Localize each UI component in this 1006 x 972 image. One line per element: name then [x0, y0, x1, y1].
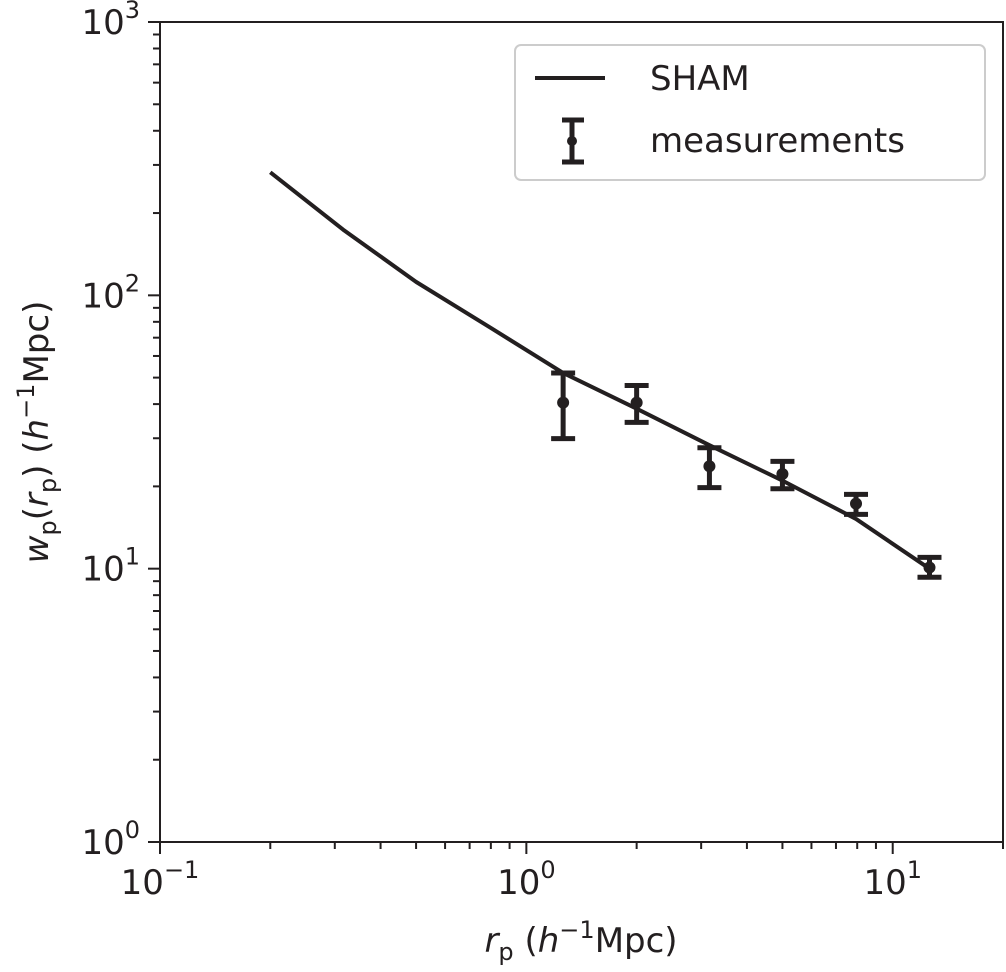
legend-measurements-label: measurements — [650, 121, 905, 161]
plot-frame — [159, 21, 1004, 843]
x-tick-label: 100 — [497, 856, 556, 903]
y-tick-label: 103 — [81, 0, 140, 43]
sham-line — [269, 170, 931, 571]
y-tick-label: 100 — [81, 816, 140, 863]
plot-marks — [269, 170, 942, 580]
measurement-marker — [776, 467, 789, 480]
legend-box — [514, 44, 986, 181]
measurement-point — [917, 554, 942, 580]
measurement-marker — [557, 396, 570, 409]
x-tick-label: 101 — [863, 856, 922, 903]
legend-measurements-swatch — [562, 117, 584, 165]
measurement-point — [624, 382, 649, 425]
x-axis-label: rp (h−1Mpc) — [484, 916, 677, 966]
legend: SHAM measurements — [514, 44, 986, 181]
y-tick-label: 101 — [81, 543, 140, 590]
measurement-marker — [630, 396, 643, 409]
measurement-marker — [923, 561, 936, 574]
legend-sham-label: SHAM — [650, 59, 750, 99]
measurement-point — [697, 445, 722, 491]
measurement-point — [844, 491, 869, 517]
y-axis-label: wp(rp) (h−1Mpc) — [12, 301, 62, 564]
measurement-marker — [850, 497, 863, 510]
x-tick-label: 10−1 — [121, 856, 200, 903]
measurement-point — [770, 458, 795, 492]
measurement-marker — [703, 460, 716, 473]
measurement-point — [551, 370, 576, 442]
y-tick-label: 102 — [81, 269, 140, 316]
